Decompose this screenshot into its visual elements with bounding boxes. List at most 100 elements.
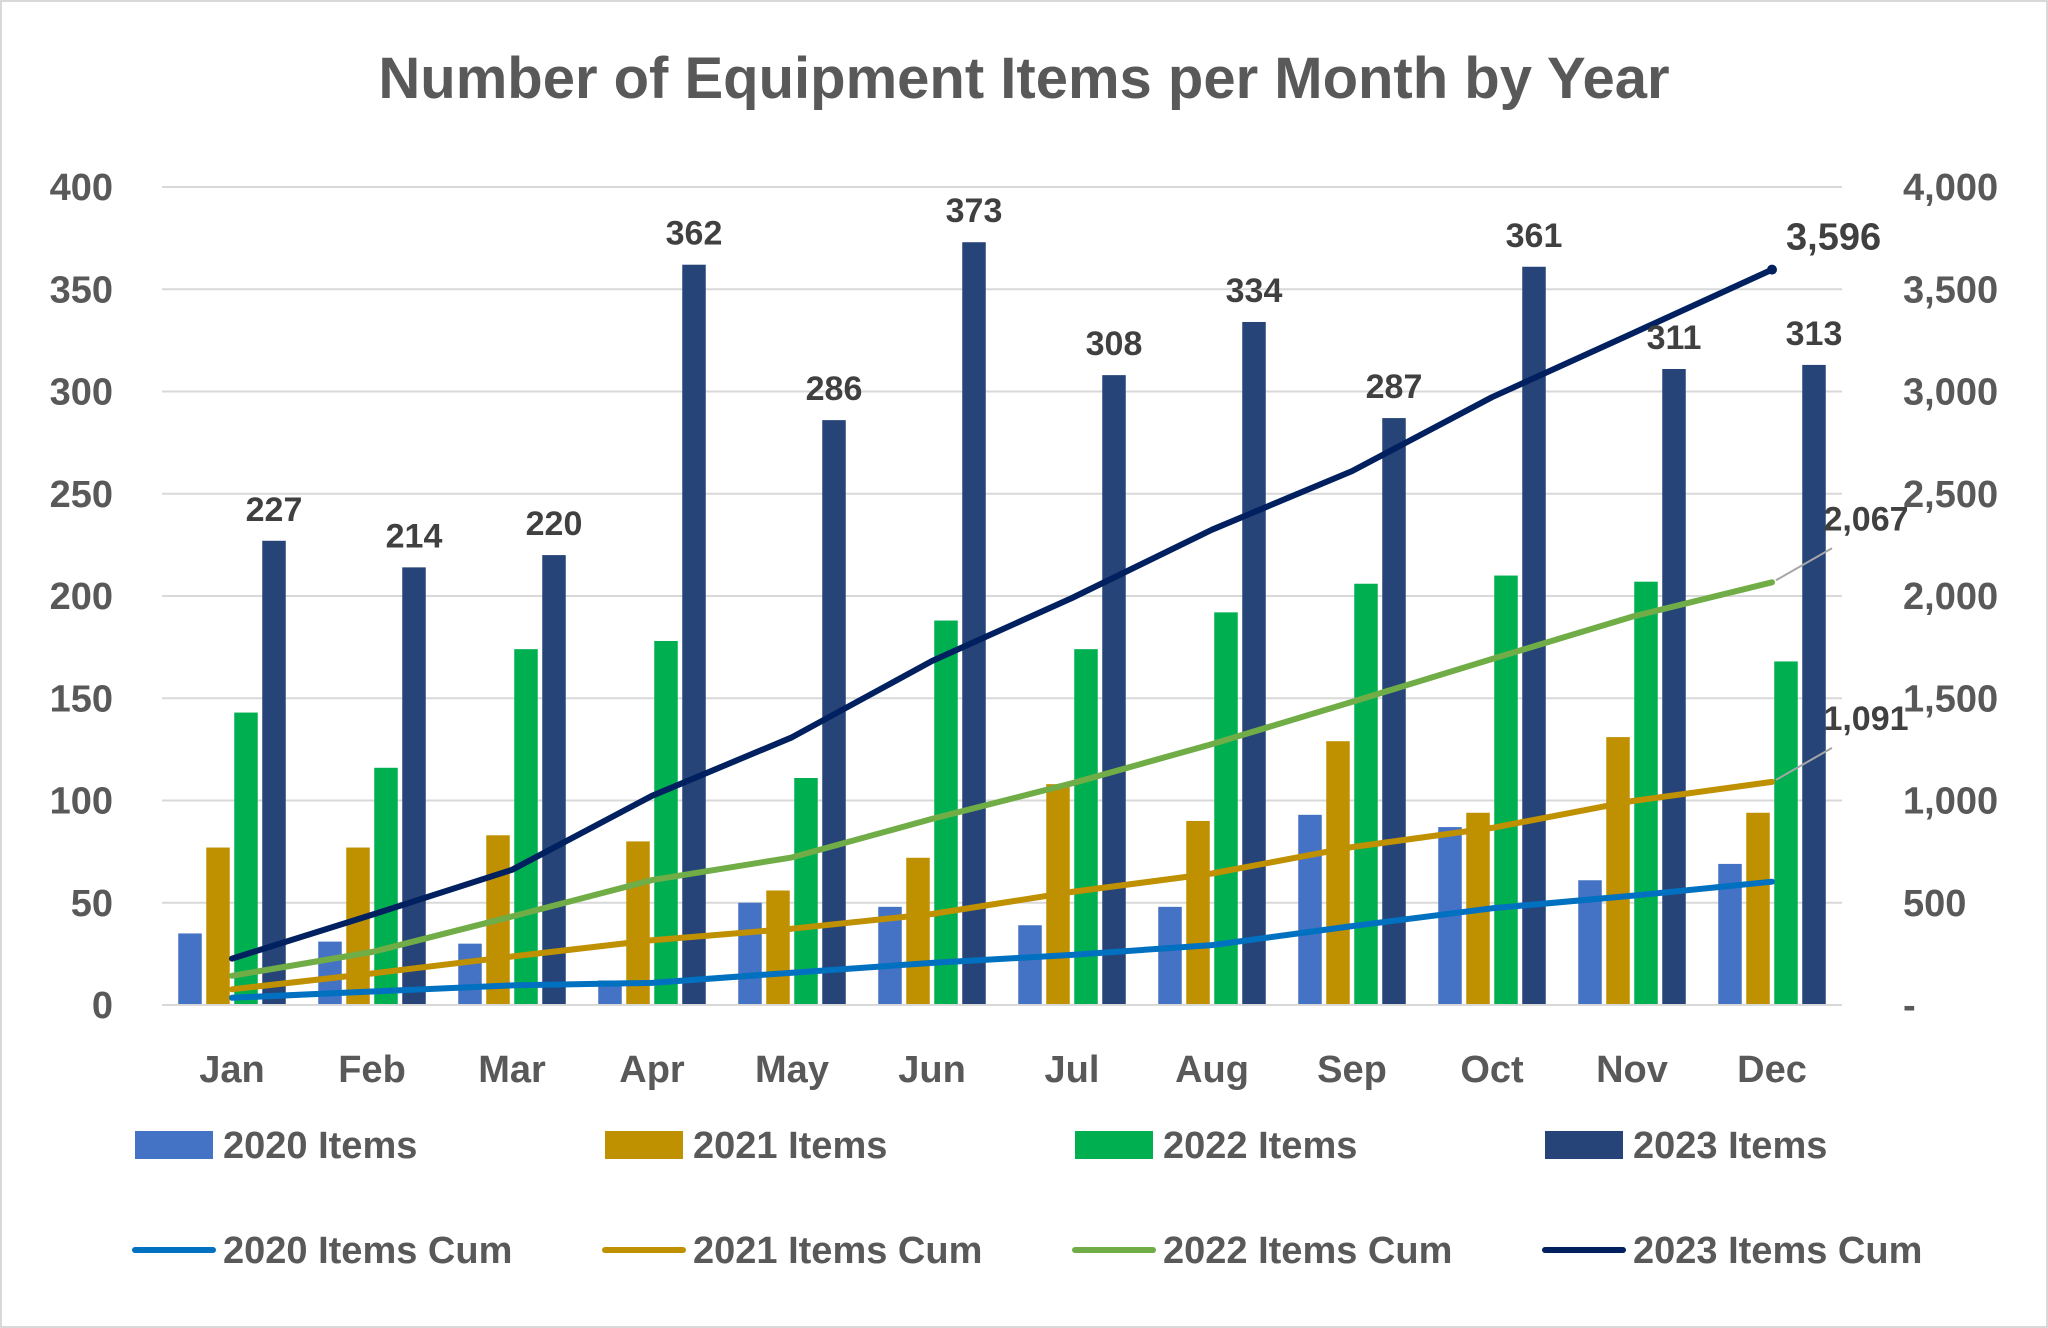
bar-2021-items-nov [1606, 737, 1630, 1005]
data-label-2023-items-feb: 214 [386, 517, 443, 555]
x-tick-label-jul: Jul [1045, 1049, 1100, 1091]
y-right-tick-label: 4,000 [1903, 167, 1998, 209]
bar-2021-items-dec [1746, 812, 1770, 1005]
line-2022-items-cum [229, 579, 1775, 979]
bar-2021-items-sep [1326, 741, 1350, 1005]
legend-label-2022-items: 2022 Items [1163, 1125, 1357, 1167]
data-label-2023-items-dec: 313 [1786, 315, 1843, 353]
legend-label-2020-items: 2020 Items [223, 1125, 417, 1167]
bar-2023-items-nov [1662, 369, 1686, 1005]
y-right-tick-label: 2,500 [1903, 474, 1998, 516]
data-label-2023-items-sep: 287 [1366, 368, 1423, 406]
bar-2020-items-jun [878, 906, 902, 1005]
data-label-2023-items-mar: 220 [526, 505, 583, 543]
x-tick-label-apr: Apr [619, 1049, 685, 1091]
x-tick-label-sep: Sep [1317, 1049, 1387, 1091]
line-end-marker-2023-items-cum [1767, 264, 1777, 275]
data-label-2023-items-jul: 308 [1086, 325, 1143, 363]
bar-2022-items-nov [1634, 581, 1658, 1005]
y-left-tick-label: 250 [50, 474, 113, 516]
x-tick-label-may: May [755, 1049, 829, 1091]
y-right-tick-label: 3,500 [1903, 269, 1998, 311]
y-right-tick-label: - [1903, 985, 1916, 1027]
bar-2023-items-apr [682, 264, 706, 1006]
y-right-tick-label: 1,500 [1903, 678, 1998, 720]
data-labels: 227 214 220 362 286 373 308 334 287 361 311 313 1,09… [246, 192, 1909, 781]
data-label-2023-items-nov: 311 [1647, 319, 1702, 357]
legend-swatch-2022-items [1075, 1131, 1153, 1159]
bar-2022-items-oct [1494, 575, 1518, 1005]
chart-title: Number of Equipment Items per Month by Y… [378, 46, 1669, 111]
y-left-tick-label: 50 [71, 883, 113, 925]
end-label-2022-items-cum: 2,067 [1823, 500, 1908, 538]
leader-line-2022-items-cum [1775, 547, 1833, 582]
x-tick-label-mar: Mar [478, 1049, 546, 1091]
legend: 2020 Items 2021 Items 2022 Items 2023 Items… [132, 1125, 1922, 1272]
bar-2020-items-jan [178, 933, 202, 1005]
y-right-tick-label: 2,000 [1903, 576, 1998, 618]
y-left-tick-label: 350 [50, 269, 113, 311]
y-left-tick-label: 400 [50, 167, 113, 209]
line-2021-items-cum [229, 778, 1775, 993]
legend-label-2021-items: 2021 Items [693, 1125, 887, 1167]
data-label-2023-items-oct: 361 [1506, 217, 1563, 255]
data-label-2023-items-aug: 334 [1226, 272, 1283, 310]
bar-2022-items-jan [234, 712, 258, 1005]
end-label-2023-items-cum: 3,596 [1786, 217, 1881, 259]
bar-2020-items-nov [1578, 880, 1602, 1005]
bar-2023-items-jan [262, 540, 286, 1005]
bar-2023-items-dec [1802, 364, 1826, 1005]
bar-2021-items-jan [206, 847, 230, 1005]
bar-2021-items-may [766, 890, 790, 1005]
data-label-2023-items-may: 286 [806, 370, 863, 408]
bar-2020-items-mar [458, 943, 482, 1005]
line-2020-items-cum [229, 878, 1775, 1001]
legend-swatch-2020-items [135, 1131, 213, 1159]
bar-2022-items-aug [1214, 612, 1238, 1005]
bar-2021-items-jun [906, 857, 930, 1005]
y-right-tick-label: 3,000 [1903, 372, 1998, 414]
bar-2023-items-jul [1102, 375, 1126, 1005]
data-label-2023-items-jun: 373 [946, 192, 1003, 230]
bar-2020-items-sep [1298, 814, 1322, 1005]
bar-2022-items-apr [654, 640, 678, 1005]
y-right-tick-label: 500 [1903, 883, 1966, 925]
bar-2020-items-dec [1718, 863, 1742, 1005]
x-tick-label-jan: Jan [199, 1049, 264, 1091]
data-label-2023-items-apr: 362 [666, 215, 723, 253]
legend-label-2023-items: 2023 Items [1633, 1125, 1827, 1167]
leader-line-2021-items-cum [1775, 747, 1833, 781]
y-left-tick-label: 150 [50, 678, 113, 720]
bar-2022-items-sep [1354, 583, 1378, 1005]
x-tick-label-jun: Jun [898, 1049, 966, 1091]
x-tick-label-feb: Feb [338, 1049, 406, 1091]
line-2023-items-cum [229, 266, 1775, 962]
bar-2023-items-feb [402, 567, 426, 1005]
y-left-tick-label: 200 [50, 576, 113, 618]
bar-2020-items-may [738, 902, 762, 1005]
bar-2023-items-aug [1242, 321, 1266, 1006]
x-tick-label-dec: Dec [1737, 1049, 1807, 1091]
y-left-tick-label: 100 [50, 781, 113, 823]
legend-label-2020-items-cum: 2020 Items Cum [223, 1230, 512, 1272]
bar-2022-items-dec [1774, 661, 1798, 1005]
x-tick-label-nov: Nov [1596, 1049, 1668, 1091]
x-tick-label-oct: Oct [1460, 1049, 1524, 1091]
bar-2022-items-jul [1074, 649, 1098, 1005]
legend-label-2022-items-cum: 2022 Items Cum [1163, 1230, 1452, 1272]
bar-2023-items-sep [1382, 418, 1406, 1006]
bar-2022-items-may [794, 778, 818, 1005]
bar-2023-items-mar [542, 555, 566, 1005]
legend-swatch-2023-items [1545, 1131, 1623, 1159]
bar-2023-items-jun [962, 242, 986, 1006]
cumulative-lines [229, 264, 1777, 1001]
end-label-2021-items-cum: 1,091 [1823, 700, 1908, 738]
legend-label-2021-items-cum: 2021 Items Cum [693, 1230, 982, 1272]
data-label-2023-items-jan: 227 [246, 491, 303, 529]
y-left-tick-label: 0 [92, 985, 113, 1027]
legend-swatch-2021-items [605, 1131, 683, 1159]
bar-2021-items-feb [346, 847, 370, 1005]
